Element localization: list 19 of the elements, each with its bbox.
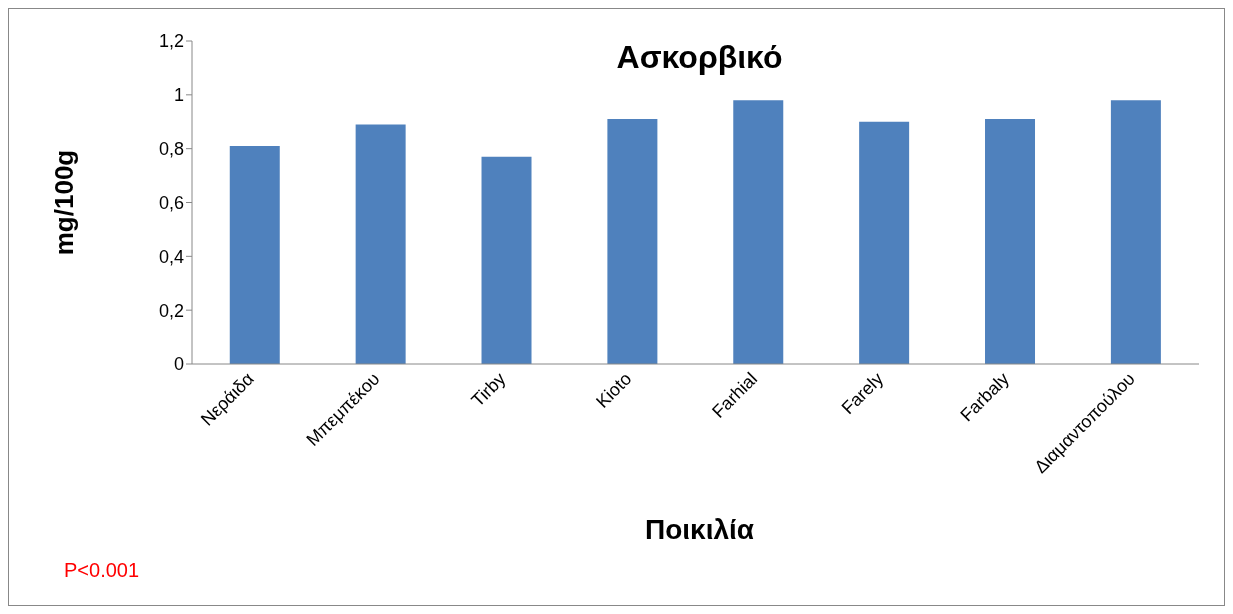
y-tick-label: 0,8 xyxy=(158,139,184,160)
bar xyxy=(1110,100,1161,364)
bar xyxy=(859,121,910,364)
y-tick-label: 0 xyxy=(173,354,184,375)
bar xyxy=(985,119,1036,364)
bar xyxy=(355,124,406,364)
chart-title: Ασκορβικό xyxy=(615,39,784,76)
y-axis-title: mg/100g xyxy=(49,149,80,256)
x-axis-title: Ποικιλία xyxy=(643,514,756,546)
y-tick-label: 1,2 xyxy=(158,31,184,52)
y-tick-label: 0,4 xyxy=(158,246,184,267)
bar xyxy=(229,145,280,364)
bar xyxy=(481,156,532,364)
y-tick-label: 1 xyxy=(173,85,184,106)
bar xyxy=(607,119,658,364)
y-tick-label: 0,2 xyxy=(158,300,184,321)
y-tick-label: 0,6 xyxy=(158,192,184,213)
text: P<0.001 xyxy=(64,559,140,582)
bar xyxy=(733,100,784,364)
